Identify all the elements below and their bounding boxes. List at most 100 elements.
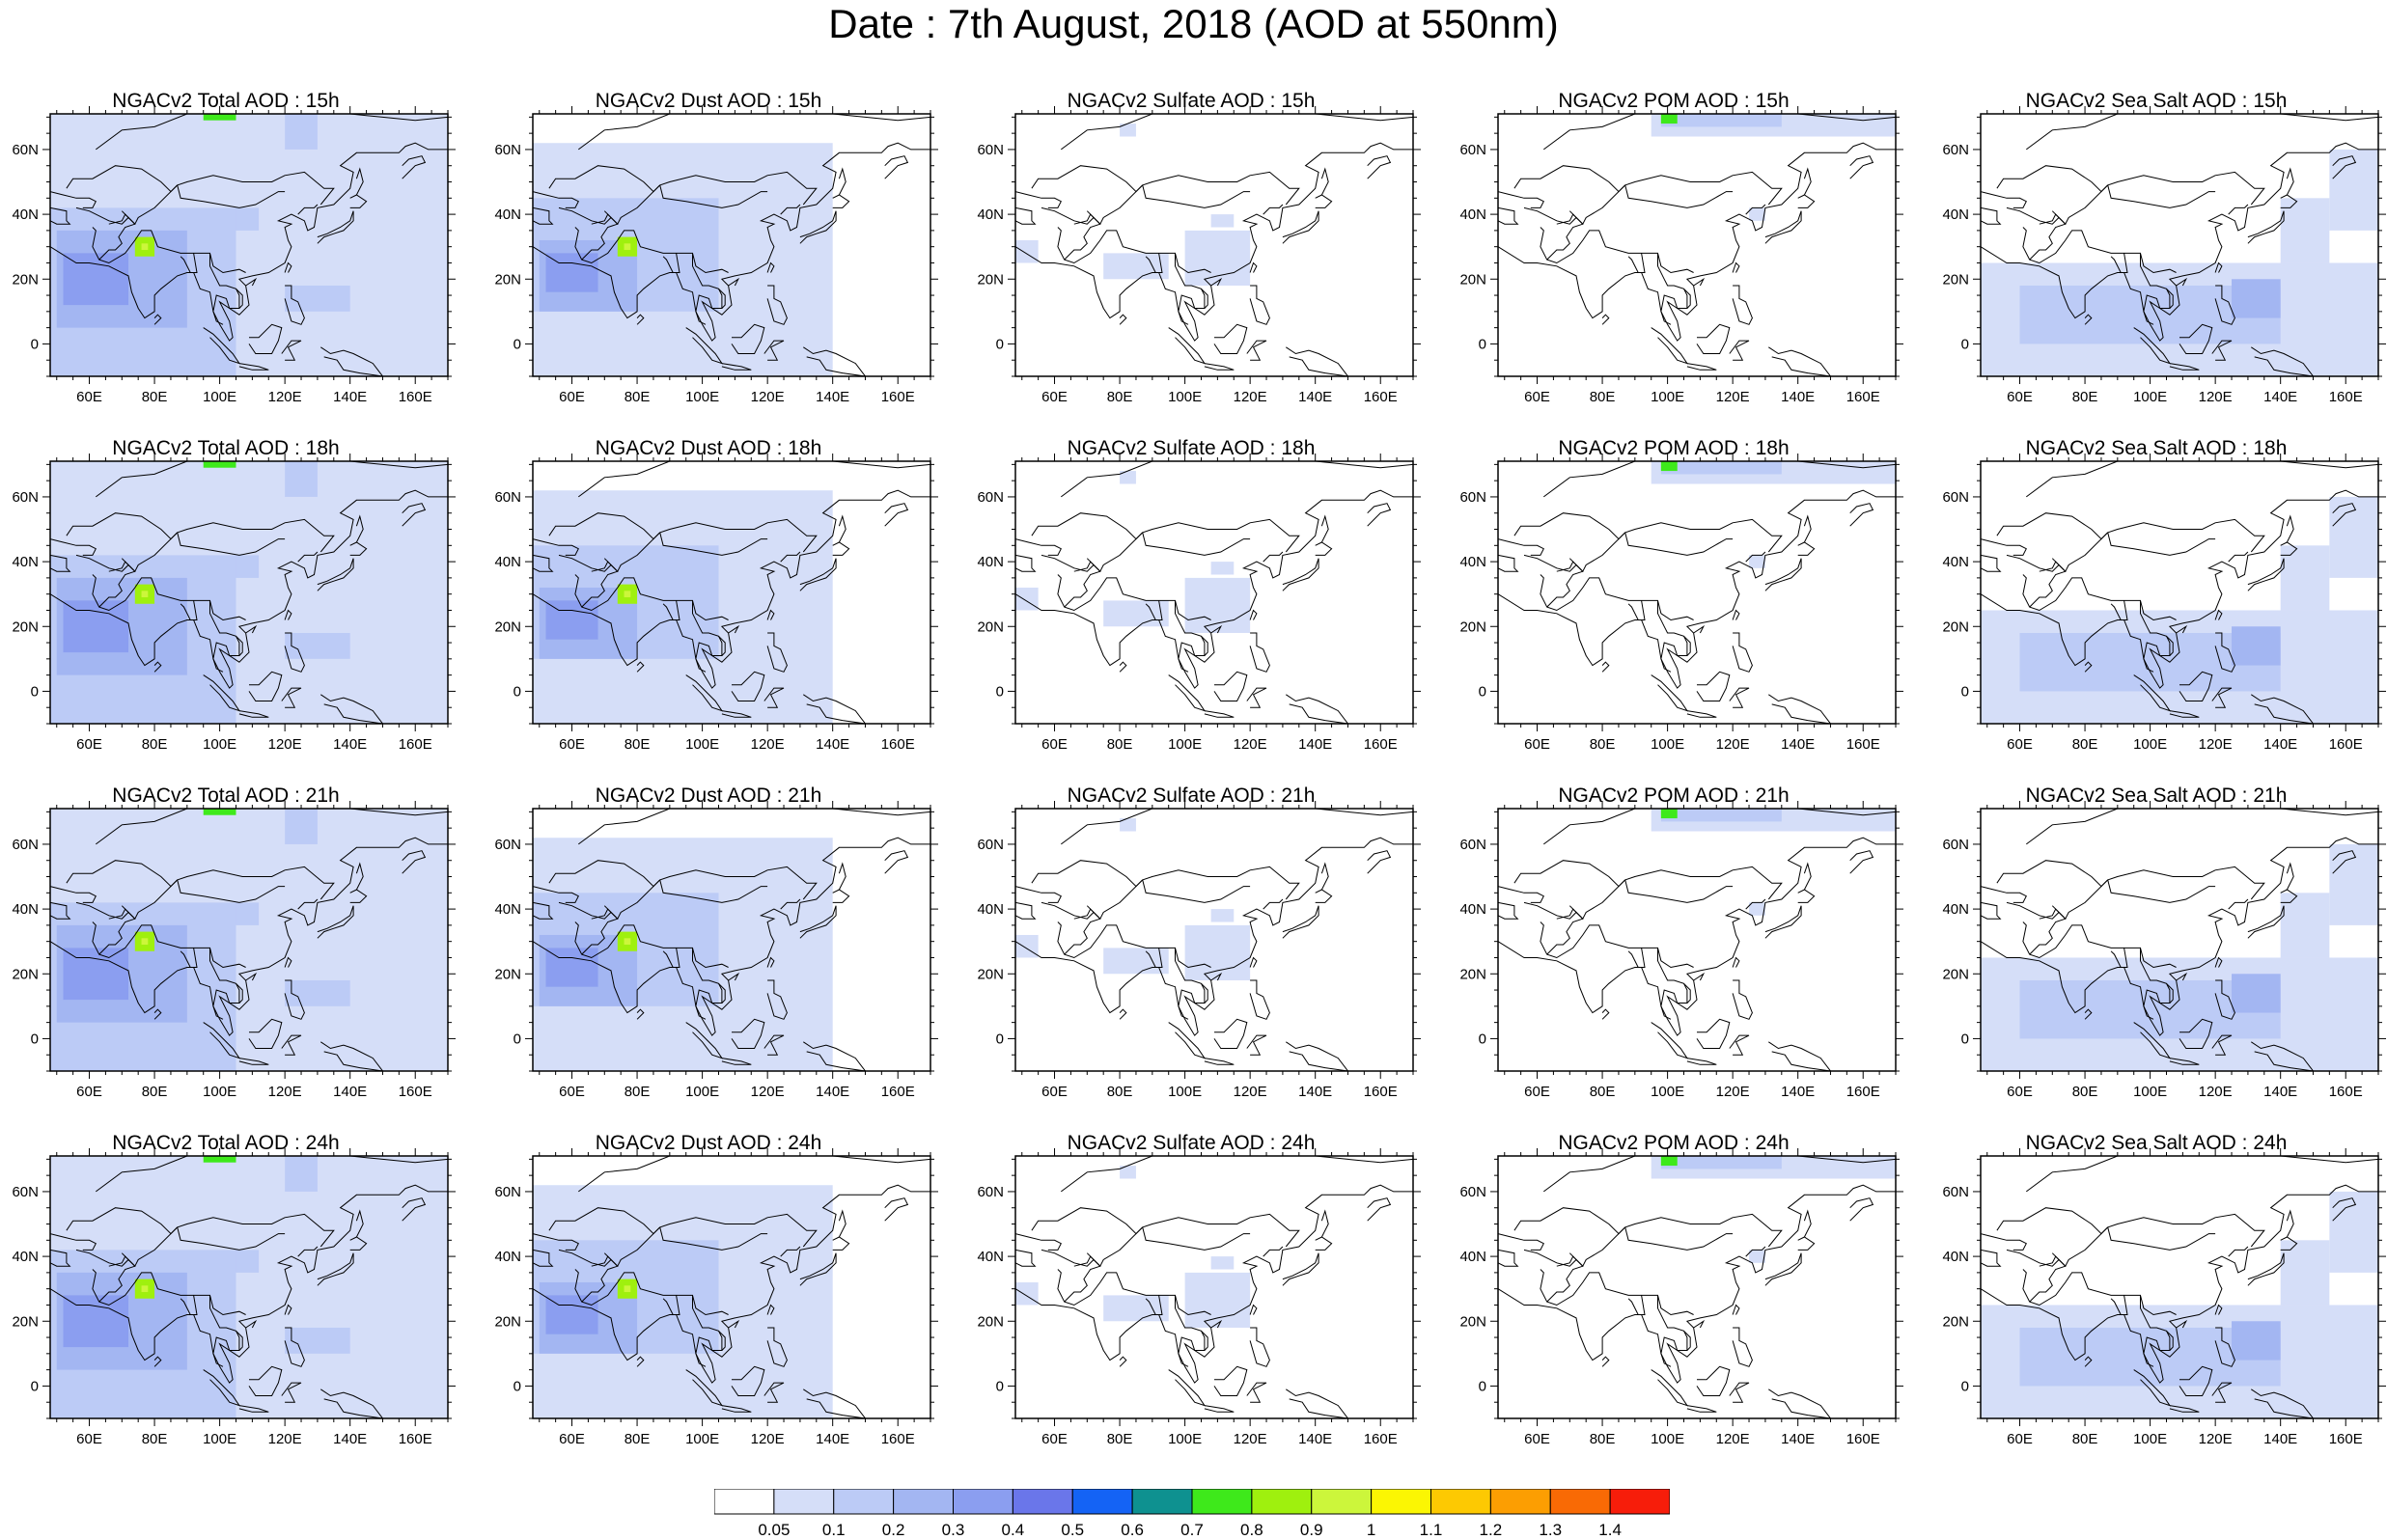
aod-region	[1660, 114, 1782, 127]
coastlines	[533, 809, 930, 1071]
x-tick-label: 140E	[1298, 736, 1332, 753]
coastline-path	[1651, 1022, 1689, 1059]
x-tick-label: 80E	[142, 1084, 168, 1100]
aod-region	[2232, 279, 2281, 318]
coastline-path	[533, 886, 579, 903]
coastline-path	[355, 862, 364, 891]
coastline-path	[2214, 956, 2223, 968]
aod-region	[545, 253, 598, 292]
coastline-path	[1315, 541, 1333, 556]
aod-region	[236, 902, 260, 925]
coastline-path	[1145, 1295, 1163, 1315]
x-tick-label: 120E	[2199, 389, 2233, 405]
x-tick-label: 120E	[268, 736, 302, 753]
coastline-path	[50, 538, 97, 556]
coastline-path	[96, 809, 220, 845]
x-tick-label: 160E	[399, 736, 432, 753]
x-tick-label: 140E	[1298, 389, 1332, 405]
coastline-path	[1540, 574, 1694, 621]
aod-field	[533, 143, 833, 376]
coastline-path	[1768, 694, 1832, 724]
aod-region	[1184, 1272, 1251, 1328]
plot-frame	[1980, 460, 2379, 725]
coastline-path	[121, 171, 335, 226]
colorbar-swatch	[1071, 1489, 1133, 1515]
coastline-path	[574, 1269, 729, 1316]
coastline-path	[603, 171, 818, 226]
plot-frame	[1497, 808, 1897, 1072]
y-tick-label: 0	[31, 1378, 39, 1394]
coastline-path	[2140, 948, 2171, 1020]
coastline-path	[1543, 809, 1668, 845]
coastline-path	[763, 687, 785, 708]
coastline-path	[659, 532, 768, 556]
aod-region	[1184, 230, 1251, 286]
coastline-path	[349, 1236, 368, 1251]
y-tick-label: 0	[1479, 683, 1486, 700]
x-tick-label: 60E	[76, 1431, 102, 1447]
coastline-path	[2006, 901, 2067, 920]
coastline-path	[832, 541, 850, 556]
coastline-path	[1064, 908, 1101, 955]
coastline-path	[2166, 982, 2174, 1004]
x-tick-label: 60E	[2007, 1084, 2033, 1100]
coastline-path	[248, 323, 283, 354]
panel-title: NGACv2 Sulfate AOD : 21h	[1067, 784, 1316, 807]
aod-region	[285, 979, 350, 1006]
coastline-path	[533, 901, 554, 920]
plot-frame	[1014, 113, 1414, 377]
coastline-path	[1733, 809, 1896, 816]
y-tick-label: 40N	[1942, 1249, 1969, 1265]
coastline-path	[1732, 261, 1740, 273]
aod-region	[1660, 809, 1678, 819]
map-plot: 60E 80E 100E 120E 140E 160E 0 20N 40N 60N	[494, 106, 938, 405]
colorbar-swatch	[833, 1489, 895, 1515]
coastline-path	[1523, 901, 1584, 920]
y-tick-label: 40N	[1459, 554, 1486, 570]
x-tick-label: 160E	[1846, 1084, 1880, 1100]
coastline-path	[1315, 194, 1333, 208]
coastline-path	[548, 1207, 661, 1235]
coastline-path	[799, 1252, 837, 1286]
coastline-path	[2169, 710, 2200, 718]
coastline-path	[2110, 253, 2128, 273]
y-tick-label: 40N	[494, 554, 521, 570]
x-tick-label: 80E	[142, 1431, 168, 1447]
coastline-path	[1696, 323, 1731, 354]
y-tick-label: 20N	[494, 271, 521, 288]
coastline-path	[2214, 609, 2223, 620]
coastline-path	[209, 1295, 240, 1367]
map-panel-dust-3: NGACv2 Dust AOD : 24h 60E 80E 100E 120E 140E 1…	[486, 1131, 938, 1464]
coastline-path	[838, 514, 847, 543]
y-tick-label: 20N	[12, 966, 39, 982]
y-tick-label: 20N	[1942, 271, 1969, 288]
y-tick-label: 0	[1961, 1378, 1969, 1394]
aod-field	[1651, 809, 1896, 916]
coastline-path	[320, 1041, 384, 1071]
coastline-path	[285, 809, 448, 816]
coastline-path	[574, 921, 729, 969]
map-plot: 60E 80E 100E 120E 140E 160E 0 20N 40N 60N	[1942, 106, 2386, 405]
x-tick-label: 100E	[203, 1084, 236, 1100]
x-tick-label: 60E	[1524, 736, 1550, 753]
coastline-path	[2026, 1156, 2151, 1193]
coastline-path	[1764, 558, 1802, 591]
x-tick-label: 80E	[2072, 389, 2098, 405]
colorbar-swatch	[893, 1489, 954, 1515]
aod-field	[1651, 461, 1896, 568]
map-panel-seasalt-0: NGACv2 Sea Salt AOD : 15h 60E 80E 100E 120E 1…	[1934, 89, 2386, 422]
x-tick-label: 100E	[2133, 736, 2167, 753]
coastline-path	[284, 1327, 305, 1367]
x-tick-label: 80E	[625, 736, 651, 753]
coastline-path	[603, 1213, 818, 1268]
aod-region	[1210, 562, 1235, 575]
coastline-path	[50, 142, 448, 342]
y-tick-label: 20N	[977, 271, 1004, 288]
coastline-path	[2179, 323, 2213, 354]
coastline-path	[1768, 1389, 1832, 1418]
coastline-path	[766, 609, 775, 620]
coastline-path	[50, 901, 71, 920]
coastline-path	[1119, 1008, 1127, 1020]
coastline-path	[766, 1327, 788, 1367]
plot-frame	[49, 1155, 449, 1419]
